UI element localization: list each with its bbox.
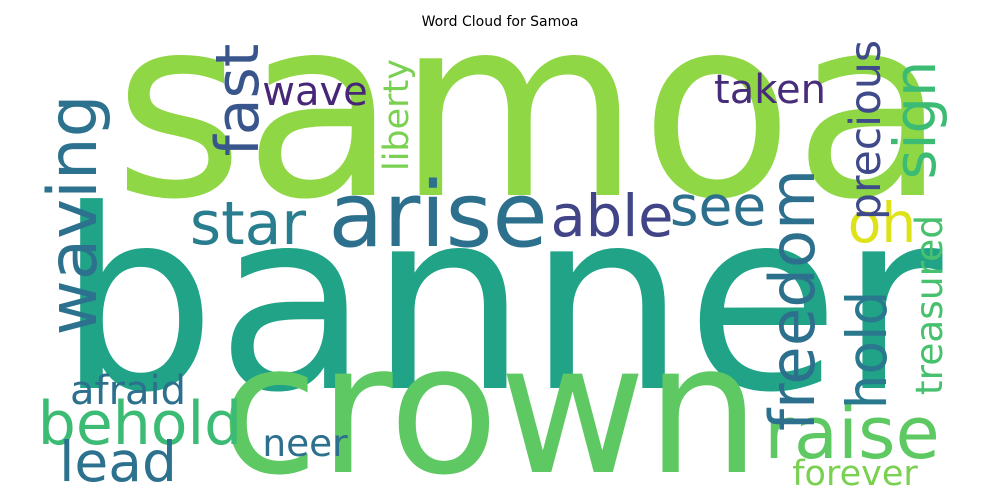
word-afraid: afraid [70, 368, 186, 414]
word-banner: banner [58, 156, 943, 447]
word-oh: oh [848, 191, 917, 255]
word-crown: crown [220, 306, 760, 500]
word-precious: precious [842, 40, 891, 220]
word-hold: hold [835, 291, 899, 410]
word-behold: behold [38, 389, 243, 459]
word-star: star [190, 189, 307, 259]
word-fast: fast [203, 44, 273, 157]
word-liberty: liberty [377, 59, 417, 171]
word-taken: taken [714, 67, 826, 113]
word-forever: forever [792, 454, 918, 494]
word-waving: waving [33, 95, 112, 336]
word-see: see [670, 174, 766, 238]
word-sign: sign [882, 61, 949, 180]
word-raise: raise [764, 391, 940, 475]
word-samoa: samoa [113, 0, 946, 254]
chart-title: Word Cloud for Samoa [421, 14, 579, 30]
word-freedom: freedom [756, 169, 829, 431]
word-wave: wave [262, 69, 368, 115]
word-lead: lead [59, 430, 177, 494]
word-arise: arise [328, 163, 547, 268]
word-treasured: treasured [907, 215, 951, 395]
word-able: able [550, 183, 673, 250]
word-neer: neer [262, 421, 348, 465]
